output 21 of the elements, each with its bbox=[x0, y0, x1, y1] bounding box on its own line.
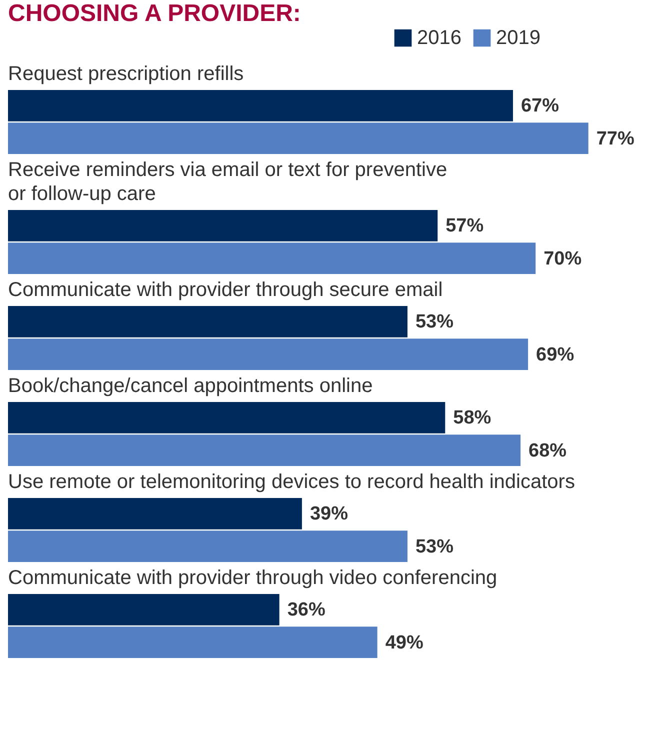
chart-title: CHOOSING A PROVIDER: bbox=[8, 0, 301, 27]
data-label: 68% bbox=[528, 440, 567, 462]
data-label: 77% bbox=[596, 128, 634, 150]
y-tick-label: Communicate with provider through video conferencing bbox=[8, 567, 498, 589]
y-tick-label: Book/change/cancel appointments online bbox=[8, 375, 373, 397]
data-label: 70% bbox=[544, 248, 582, 270]
data-label: 53% bbox=[415, 536, 454, 558]
data-label: 36% bbox=[287, 600, 326, 621]
data-label: 58% bbox=[453, 408, 492, 429]
data-label: 39% bbox=[310, 504, 348, 525]
data-label: 69% bbox=[536, 344, 574, 366]
legend-label: 2016 bbox=[417, 27, 462, 49]
y-tick-label: Communicate with provider through secure email bbox=[8, 279, 443, 301]
data-label: 49% bbox=[385, 632, 424, 654]
legend-label: 2019 bbox=[496, 27, 540, 49]
data-label: 53% bbox=[415, 312, 454, 333]
y-tick-label: Use remote or telemonitoring devices to record health indicators bbox=[8, 471, 575, 493]
data-label: 67% bbox=[520, 96, 560, 117]
y-tick-label: Request prescription refills bbox=[8, 63, 244, 85]
y-tick-label: Receive reminders via email or text for preventive or follow-up care bbox=[8, 159, 448, 205]
data-label: 57% bbox=[446, 216, 484, 237]
